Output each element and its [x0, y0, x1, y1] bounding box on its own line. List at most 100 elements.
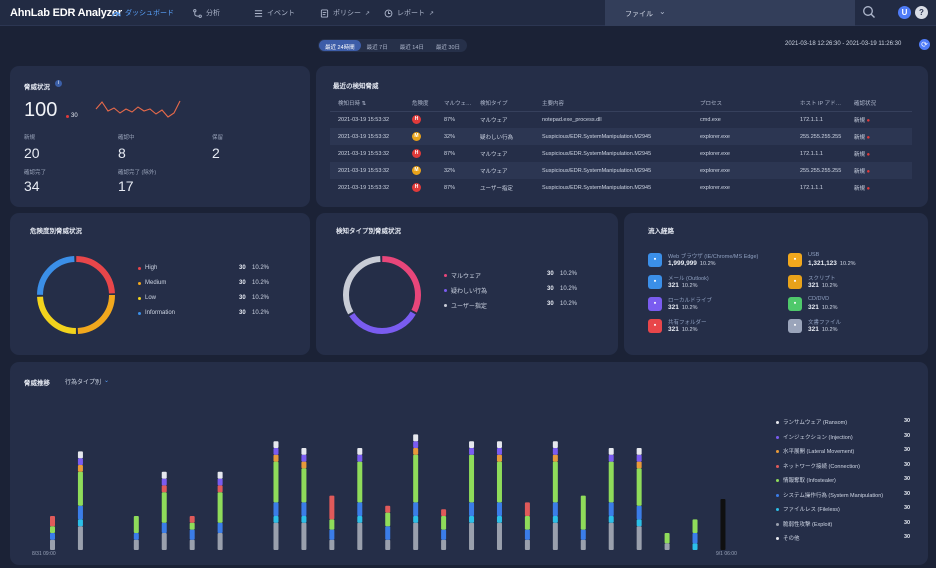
bar-segment[interactable] [133, 516, 139, 533]
bar-segment[interactable] [161, 478, 167, 486]
bar-segment[interactable] [189, 539, 195, 550]
bar-segment[interactable] [441, 516, 447, 530]
bar-segment[interactable] [608, 461, 614, 503]
bar-segment[interactable] [664, 533, 670, 544]
bar-segment[interactable] [357, 448, 363, 455]
bar-segment[interactable] [496, 461, 502, 503]
legend-item[interactable]: マルウェア [444, 271, 481, 280]
bar-segment[interactable] [496, 516, 502, 523]
inflow-item[interactable]: ▪ Web ブラウザ (IE/Chrome/MS Edge) 1,999,999 10… [648, 251, 778, 273]
nav-dashboard[interactable]: ダッシュボード [112, 8, 174, 18]
bar-segment[interactable] [664, 543, 670, 550]
bar-segment[interactable] [273, 502, 279, 516]
bar-segment[interactable] [692, 533, 698, 544]
bar-segment[interactable] [357, 522, 363, 550]
bar-segment[interactable] [524, 502, 530, 516]
bar-segment[interactable] [469, 516, 475, 523]
bar-segment[interactable] [77, 519, 83, 527]
bar-segment[interactable] [636, 448, 642, 455]
stat-pending-value[interactable]: 2 [212, 145, 220, 161]
cell-content[interactable]: Suspicious/EDR.SystemManipulation.M2945 [542, 184, 652, 191]
bar-segment[interactable] [496, 522, 502, 550]
bar-segment[interactable] [217, 471, 223, 479]
bar-segment[interactable] [496, 448, 502, 455]
trend-legend-item[interactable]: ランサムウェア (Ransom) 30 [776, 418, 916, 426]
bar-segment[interactable] [77, 451, 83, 459]
bar-segment[interactable] [217, 522, 223, 533]
inflow-item[interactable]: ▪ CD/DVD 321 10.2% [788, 295, 918, 317]
bar-segment[interactable] [357, 461, 363, 503]
bar-segment[interactable] [189, 522, 195, 530]
bar-segment[interactable] [496, 502, 502, 516]
bar-segment[interactable] [552, 441, 558, 448]
legend-item[interactable]: Information [138, 310, 175, 316]
tab-30d[interactable]: 最近 30日 [435, 45, 461, 51]
cell-content[interactable]: Suspicious/EDR.SystemManipulation.M2945 [534, 128, 692, 145]
tab-7d[interactable]: 最近 7日 [366, 45, 388, 51]
bar-segment[interactable] [385, 526, 391, 540]
bar-segment[interactable] [608, 522, 614, 550]
table-row[interactable]: 2021-03-19 15:53:32 M 32% 疑わしい行為 Suspicious/… [330, 128, 912, 145]
bar-segment[interactable] [273, 454, 279, 462]
bar-segment[interactable] [636, 468, 642, 506]
bar-segment[interactable] [301, 448, 307, 455]
bar-segment[interactable] [496, 441, 502, 448]
inflow-item[interactable]: ▪ 共有フォルダー 321 10.2% [648, 317, 778, 339]
nav-report[interactable]: レポート ↗ [384, 8, 434, 18]
bar-segment[interactable] [552, 454, 558, 462]
bar-segment[interactable] [524, 529, 530, 540]
bar-segment[interactable] [189, 529, 195, 540]
bar-segment[interactable] [301, 502, 307, 516]
bar-segment[interactable] [301, 468, 307, 503]
bar-segment[interactable] [217, 485, 223, 493]
bar-segment[interactable] [552, 522, 558, 550]
bar-segment[interactable] [161, 522, 167, 533]
trend-legend-item[interactable]: 情報奪取 (Infostealer) 30 [776, 476, 916, 484]
bar-segment[interactable] [469, 454, 475, 503]
bar-segment[interactable] [301, 454, 307, 462]
bar-segment[interactable] [385, 539, 391, 550]
inflow-item[interactable]: ▪ USB 1,321,123 10.2% [788, 251, 918, 273]
bar-segment[interactable] [77, 505, 83, 520]
bar-segment[interactable] [413, 434, 419, 442]
bar-segment[interactable] [469, 448, 475, 455]
bar-segment[interactable] [385, 512, 391, 527]
bar-segment[interactable] [469, 502, 475, 516]
bar-segment[interactable] [692, 519, 698, 533]
bar-segment[interactable] [580, 529, 586, 540]
bar-segment[interactable] [301, 516, 307, 523]
cell-content[interactable]: Suspicious/EDR.SystemManipulation.M2945 [542, 150, 652, 157]
trend-legend-item[interactable]: ファイルレス (Fileless) 30 [776, 505, 916, 513]
col-content[interactable]: 主要内容 [534, 96, 692, 112]
bar-segment[interactable] [50, 533, 55, 540]
col-time[interactable]: 検知日時 ⇅ [330, 96, 404, 112]
bar-segment[interactable] [189, 516, 195, 523]
stat-checking-value[interactable]: 8 [118, 145, 126, 161]
legend-item[interactable]: ユーザー指定 [444, 301, 487, 310]
bar-segment[interactable] [441, 509, 447, 516]
nav-events[interactable]: イベント [254, 8, 295, 18]
bar-segment[interactable] [608, 454, 614, 462]
bar-segment[interactable] [301, 522, 307, 550]
bar-segment[interactable] [329, 529, 335, 540]
bar-segment[interactable] [329, 539, 335, 550]
trend-legend-item[interactable]: インジェクション (Injection) 30 [776, 433, 916, 441]
bar-segment[interactable] [273, 516, 279, 523]
bar-segment[interactable] [329, 519, 335, 530]
bar-segment[interactable] [357, 454, 363, 462]
bar-segment[interactable] [217, 533, 223, 550]
search-icon[interactable] [862, 5, 876, 19]
trend-legend-item[interactable]: その他 30 [776, 534, 916, 542]
stat-done-value[interactable]: 34 [24, 178, 40, 194]
bar-segment[interactable] [552, 448, 558, 455]
col-severity[interactable]: 危険度 [404, 96, 436, 112]
file-select[interactable]: ファイル ⌄ [605, 0, 855, 26]
bar-segment[interactable] [329, 495, 335, 520]
bar-segment[interactable] [357, 516, 363, 523]
bar-segment[interactable] [217, 492, 223, 523]
bar-segment[interactable] [496, 454, 502, 462]
bar-segment[interactable] [608, 448, 614, 455]
bar-segment[interactable] [217, 478, 223, 486]
inflow-item[interactable]: ▪ スクリプト 321 10.2% [788, 273, 918, 295]
col-process[interactable]: プロセス [692, 96, 792, 112]
